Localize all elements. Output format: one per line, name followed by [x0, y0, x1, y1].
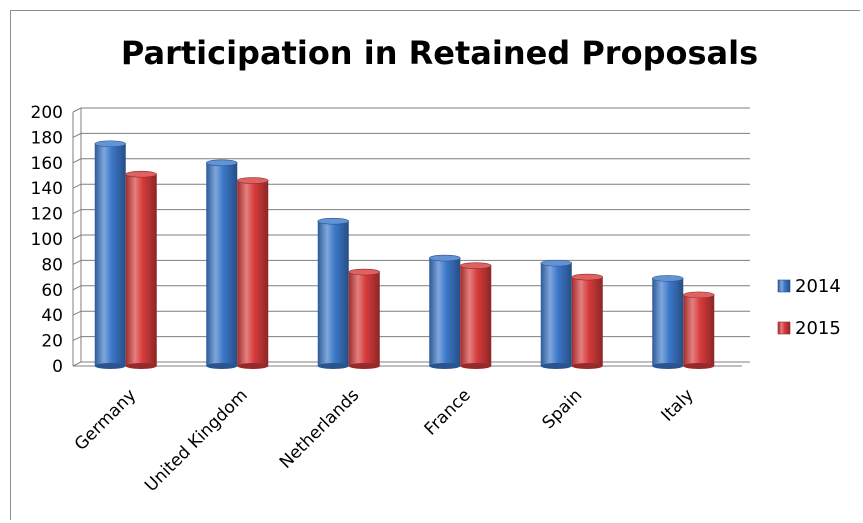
x-tick-label: Germany: [71, 385, 140, 454]
legend-item-2014: 2014: [778, 276, 841, 297]
y-tick-label: 100: [31, 230, 63, 250]
x-tick-label: Spain: [539, 385, 587, 433]
x-axis-labels: Germany United Kingdom Netherlands France Sp…: [71, 385, 698, 496]
gridline: [73, 311, 750, 315]
bar-2015-france: [460, 263, 491, 369]
legend-swatch: [778, 322, 790, 334]
x-tick-label: France: [421, 385, 475, 439]
y-tick-label: 160: [31, 154, 63, 174]
y-tick-label: 200: [31, 103, 63, 123]
legend: 2014 2015: [778, 276, 841, 339]
x-tick-label: Netherlands: [276, 385, 364, 473]
gridline: [73, 286, 750, 290]
y-tick-label: 180: [31, 128, 63, 148]
legend-swatch: [778, 280, 790, 292]
bar-2014-italy: [652, 275, 683, 369]
y-tick-label: 120: [31, 205, 63, 225]
bar-2014-united-kingdom: [206, 160, 237, 369]
gridline: [73, 108, 750, 112]
x-tick-label: Italy: [658, 385, 698, 425]
bar-2015-netherlands: [349, 269, 380, 369]
gridline: [73, 159, 750, 163]
bars: [95, 141, 715, 369]
x-tick-label: United Kingdom: [141, 385, 252, 496]
y-tick-label: 0: [52, 357, 63, 377]
gridline: [73, 184, 750, 188]
bar-2014-netherlands: [318, 218, 349, 369]
bar-2015-germany: [126, 171, 157, 369]
bar-2014-spain: [541, 260, 572, 369]
y-tick-label: 40: [41, 306, 63, 326]
legend-label: 2015: [795, 318, 841, 339]
gridline: [73, 235, 750, 239]
y-tick-label: 20: [41, 332, 63, 352]
bar-2015-united-kingdom: [237, 178, 268, 369]
bar-2014-france: [429, 255, 460, 369]
bar-2014-germany: [95, 141, 126, 369]
legend-item-2015: 2015: [778, 318, 841, 339]
y-tick-label: 80: [41, 255, 63, 275]
y-tick-label: 60: [41, 281, 63, 301]
bar-2015-spain: [572, 274, 603, 369]
y-tick-label: 140: [31, 179, 63, 199]
gridline: [73, 210, 750, 214]
bar-2015-italy: [683, 292, 714, 369]
gridline: [73, 362, 750, 366]
legend-label: 2014: [795, 276, 841, 297]
gridlines: [73, 108, 750, 366]
gridline: [73, 260, 750, 264]
gridline: [73, 133, 750, 137]
gridline: [73, 337, 750, 341]
